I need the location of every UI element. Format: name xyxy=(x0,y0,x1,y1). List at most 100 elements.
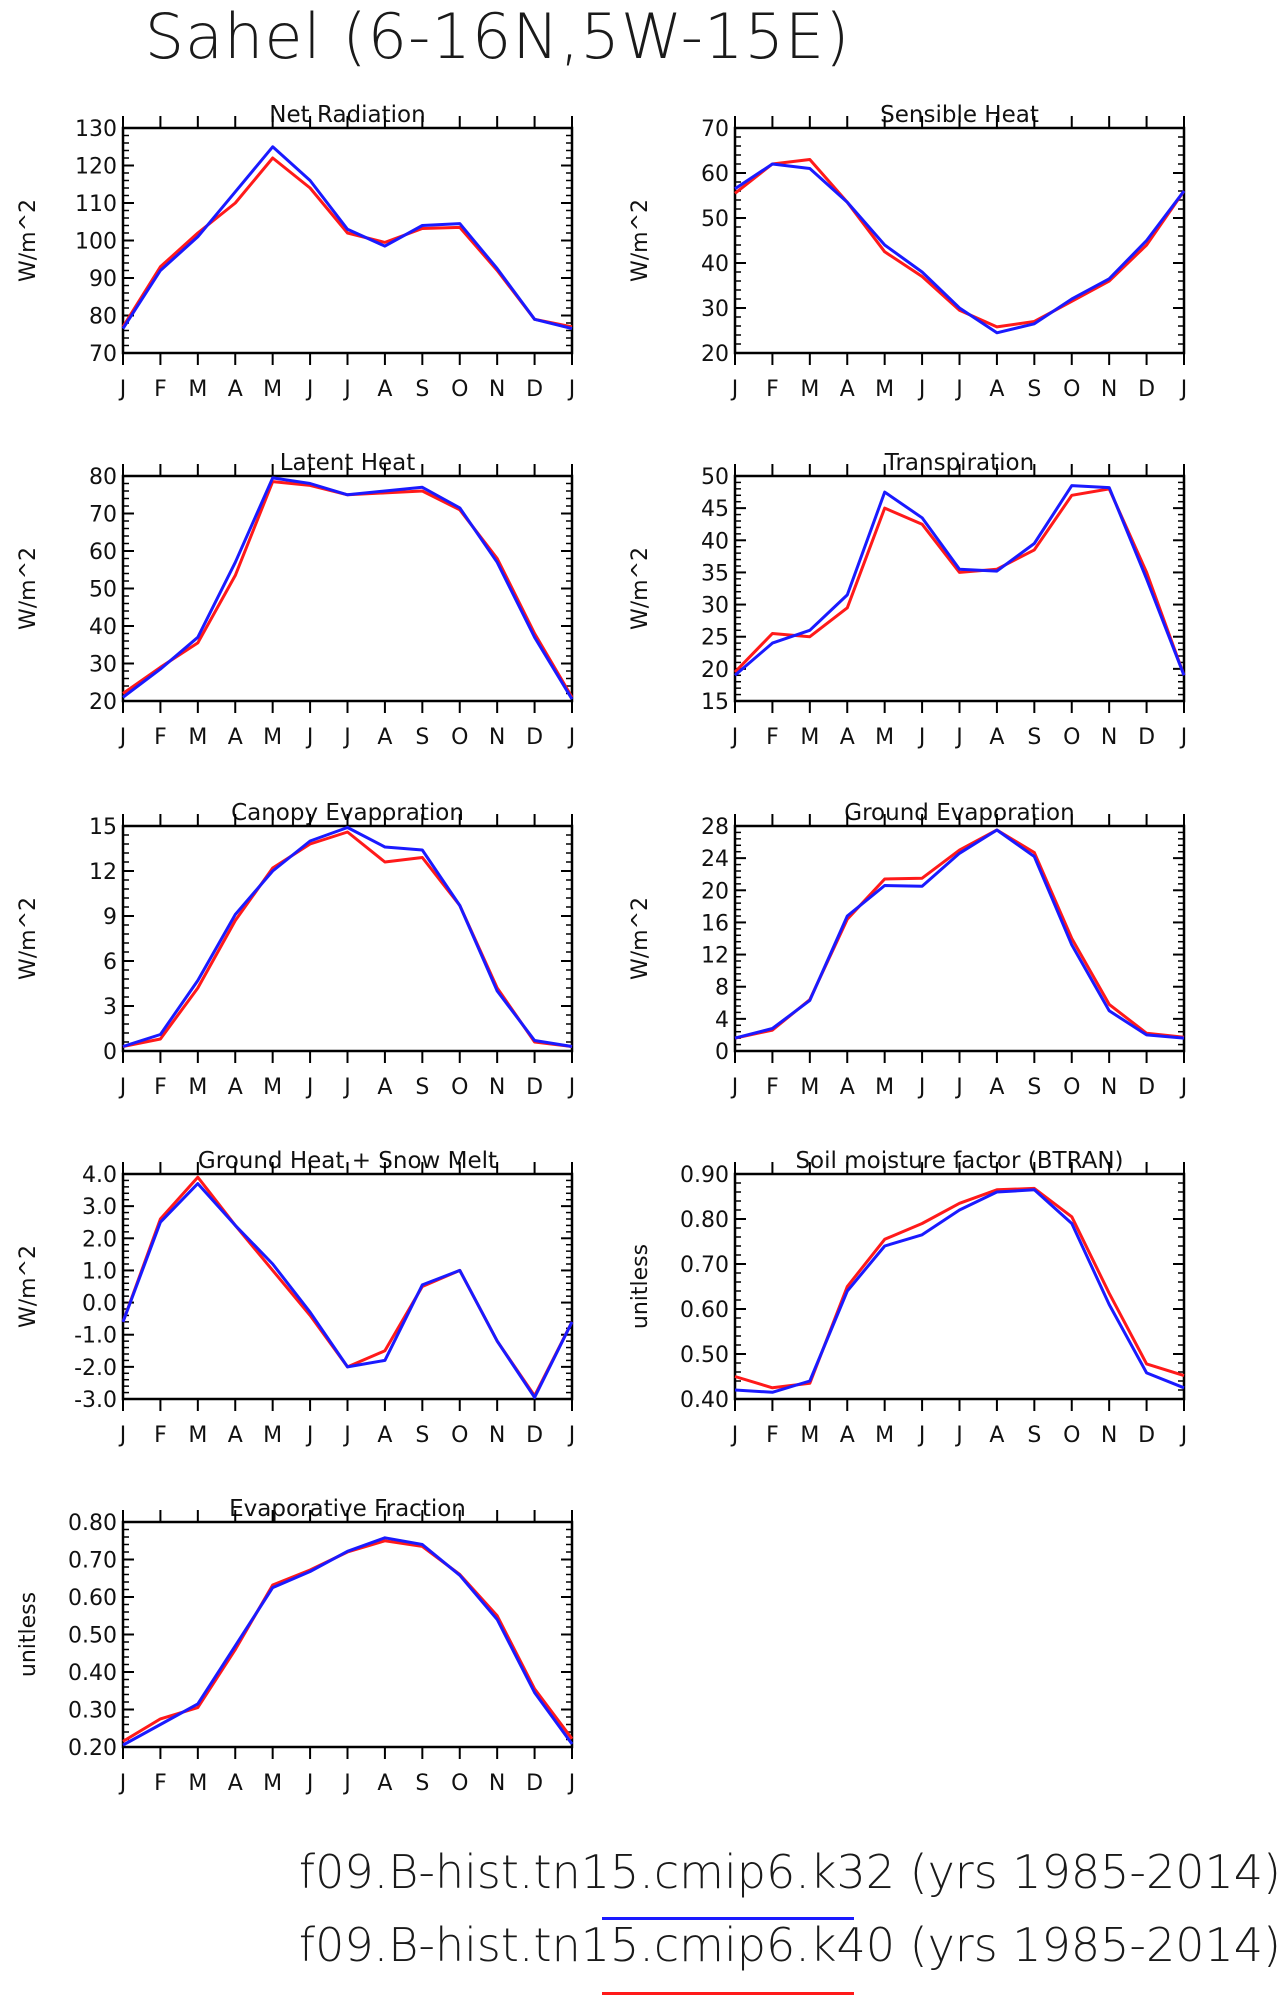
y-tick-label: 0.70 xyxy=(68,1549,117,1574)
x-tick-label: O xyxy=(451,377,468,402)
y-tick-label: -1.0 xyxy=(74,1324,117,1349)
x-tick-label: J xyxy=(118,1423,127,1448)
chart-ground-heat-snow-melt: Ground Heat + Snow MeltW/m^2-3.0-2.0-1.0… xyxy=(16,1148,575,1448)
x-tick-label: J xyxy=(1179,1423,1188,1448)
x-tick-label: M xyxy=(188,1771,207,1796)
series-line-k32 xyxy=(734,1188,1185,1394)
x-tick-label: F xyxy=(766,725,779,750)
x-tick-label: J xyxy=(954,1423,963,1448)
x-tick-label: F xyxy=(766,377,779,402)
x-tick-label: A xyxy=(228,377,243,402)
y-tick-label: 9 xyxy=(103,905,117,930)
y-tick-label: 20 xyxy=(701,342,729,367)
y-tick-label: 0.20 xyxy=(68,1736,117,1761)
series-line-k32 xyxy=(122,476,574,700)
x-tick-label: J xyxy=(730,1075,739,1100)
x-tick-label: A xyxy=(989,377,1004,402)
x-tick-label: J xyxy=(1179,1075,1188,1100)
x-tick-label: S xyxy=(1027,377,1041,402)
y-tick-label: 0.30 xyxy=(68,1699,117,1724)
chart-soil-moisture-factor-btran: Soil moisture factor (BTRAN)unitless0.40… xyxy=(628,1148,1187,1448)
y-tick-label: 45 xyxy=(701,497,729,522)
x-tick-label: S xyxy=(415,1423,429,1448)
x-tick-label: J xyxy=(954,377,963,402)
x-tick-label: J xyxy=(118,1075,127,1100)
y-tick-label: 0.80 xyxy=(680,1208,729,1233)
x-tick-label: D xyxy=(526,1423,543,1448)
x-tick-label: J xyxy=(730,1423,739,1448)
y-axis-label: W/m^2 xyxy=(628,199,653,282)
y-tick-label: 16 xyxy=(701,911,729,936)
y-tick-label: 20 xyxy=(89,690,117,715)
series-line-k32 xyxy=(122,1536,574,1747)
x-tick-label: M xyxy=(800,1423,819,1448)
x-tick-label: J xyxy=(118,377,127,402)
series-line-k40 xyxy=(122,830,573,1048)
x-tick-label: J xyxy=(567,1075,576,1100)
x-tick-label: O xyxy=(451,1771,468,1796)
y-axis-label: W/m^2 xyxy=(16,897,41,980)
x-tick-label: O xyxy=(1063,377,1080,402)
y-tick-label: 24 xyxy=(701,847,729,872)
x-tick-label: S xyxy=(1027,725,1041,750)
y-tick-label: 0 xyxy=(715,1040,729,1065)
x-tick-label: M xyxy=(188,1075,207,1100)
x-tick-label: N xyxy=(489,1771,505,1796)
x-tick-label: J xyxy=(342,725,351,750)
x-tick-label: J xyxy=(917,377,926,402)
x-tick-label: M xyxy=(875,1075,894,1100)
y-tick-label: 0.50 xyxy=(68,1624,117,1649)
series-line-k32 xyxy=(734,828,1185,1040)
y-tick-label: 0.50 xyxy=(680,1343,729,1368)
x-tick-label: J xyxy=(305,1075,314,1100)
x-tick-label: A xyxy=(377,1771,392,1796)
y-tick-label: 0 xyxy=(103,1040,117,1065)
y-tick-label: 0.90 xyxy=(680,1163,729,1188)
x-tick-label: J xyxy=(305,725,314,750)
chart-evaporative-fraction: Evaporative Fractionunitless0.200.300.40… xyxy=(16,1496,575,1796)
x-tick-label: O xyxy=(1063,1075,1080,1100)
x-tick-label: M xyxy=(875,1423,894,1448)
x-tick-label: A xyxy=(840,377,855,402)
x-tick-label: J xyxy=(730,725,739,750)
x-tick-label: J xyxy=(342,377,351,402)
x-tick-label: A xyxy=(377,1075,392,1100)
x-tick-label: A xyxy=(377,377,392,402)
y-tick-label: 120 xyxy=(75,155,117,180)
x-tick-label: J xyxy=(305,1423,314,1448)
x-tick-label: N xyxy=(489,377,505,402)
x-tick-label: D xyxy=(526,377,543,402)
x-tick-label: O xyxy=(451,1423,468,1448)
y-tick-label: 0.60 xyxy=(68,1586,117,1611)
y-axis-label: W/m^2 xyxy=(16,199,41,282)
y-tick-label: 4 xyxy=(715,1008,729,1033)
x-tick-label: J xyxy=(567,725,576,750)
x-tick-label: D xyxy=(1138,1075,1155,1100)
x-tick-label: M xyxy=(188,377,207,402)
x-tick-label: F xyxy=(154,725,167,750)
x-tick-label: J xyxy=(1179,725,1188,750)
x-tick-label: J xyxy=(954,725,963,750)
y-axis-label: W/m^2 xyxy=(628,897,653,980)
legend-entry-k32: f09.B-hist.tn15.cmip6.k32 (yrs 1985-2014… xyxy=(0,1845,1284,1920)
x-tick-label: M xyxy=(263,1075,282,1100)
series-line-k32 xyxy=(121,145,573,331)
x-tick-label: J xyxy=(342,1075,351,1100)
x-tick-label: A xyxy=(377,1423,392,1448)
series-line-k40 xyxy=(733,487,1186,676)
x-tick-label: J xyxy=(342,1423,351,1448)
x-tick-label: J xyxy=(954,1075,963,1100)
series-line-k32 xyxy=(122,826,573,1048)
x-tick-label: M xyxy=(800,725,819,750)
y-tick-label: 90 xyxy=(89,267,117,292)
y-tick-label: 50 xyxy=(89,578,117,603)
legend-label-k32: f09.B-hist.tn15.cmip6.k32 (yrs 1985-2014… xyxy=(298,1845,1281,1899)
x-tick-label: N xyxy=(1101,377,1117,402)
plot-frame xyxy=(733,474,1186,703)
x-tick-label: O xyxy=(451,1075,468,1100)
page-title: Sahel (6-16N,5W-15E) xyxy=(144,0,851,73)
x-tick-label: J xyxy=(118,1771,127,1796)
x-tick-label: D xyxy=(1138,1423,1155,1448)
